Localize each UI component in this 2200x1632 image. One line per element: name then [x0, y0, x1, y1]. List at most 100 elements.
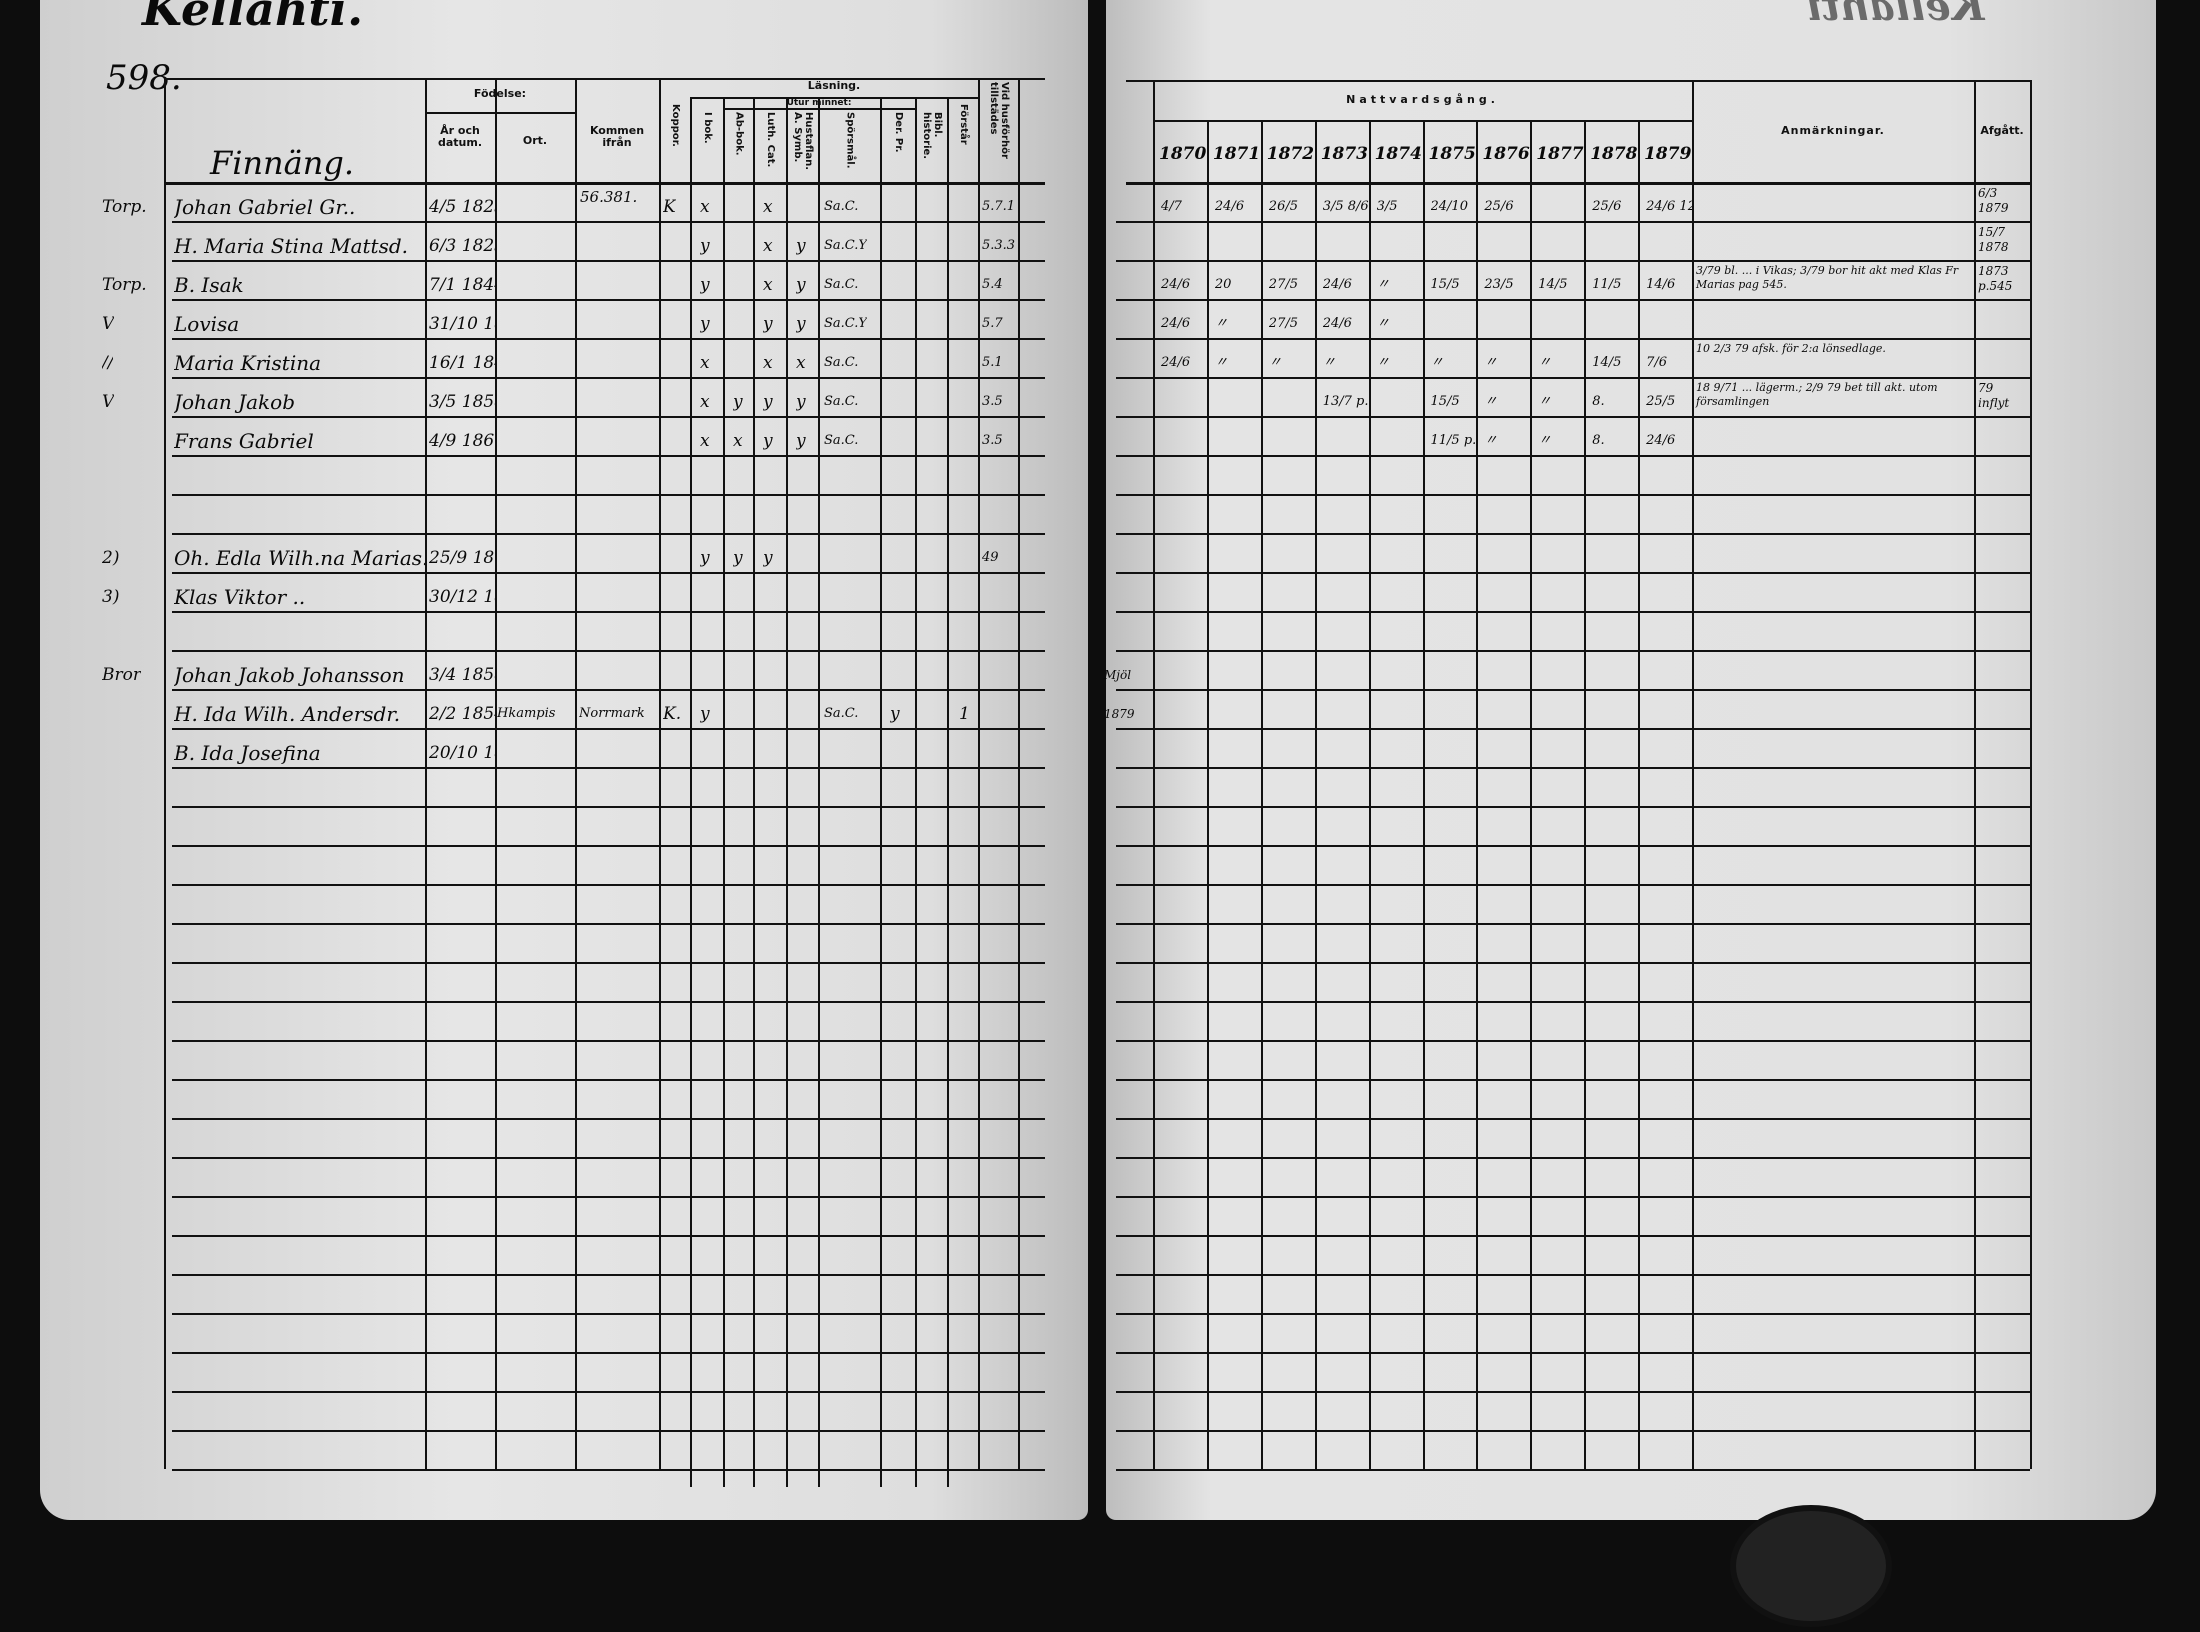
cell-forst: 1 — [959, 704, 970, 724]
communion-mark: 〃 — [1538, 433, 1552, 448]
communion-mark: 3/5 — [1376, 199, 1398, 214]
cell-name: Oh. Edla Wilh.na Marias. — [174, 547, 425, 569]
cell-prefix: 3) — [102, 587, 120, 607]
communion-mark: 24/6 — [1322, 316, 1352, 331]
communion-mark: 20 — [1214, 277, 1232, 292]
cell-date: 7/1 1844 — [429, 275, 495, 295]
cell-koppor: K — [663, 197, 676, 217]
header-year: 1877 — [1536, 144, 1584, 164]
row-line — [1116, 1391, 2030, 1393]
cell-date: 30/12 1878. — [429, 587, 495, 607]
left-page: Kellahti. 598. Finnäng. 56.381. Födelse:… — [40, 0, 1088, 1520]
communion-mark: 7/6 — [1646, 355, 1668, 370]
cell-luth: y — [763, 431, 773, 451]
header-year: 1872 — [1266, 144, 1315, 164]
table-top-border — [164, 78, 1045, 80]
cell-prefix: V — [102, 392, 115, 412]
row-line — [172, 416, 1045, 418]
row-line — [172, 455, 1045, 457]
header-bottom-border — [164, 182, 1045, 185]
row-line — [1116, 533, 2030, 535]
column-divider — [1692, 80, 1694, 1469]
remark: 18 9/71 ... lägerm.; 2/9 79 bet till akt… — [1696, 381, 1938, 408]
row-line — [1116, 689, 2030, 691]
cell-vid: 5.3.3 — [982, 238, 1016, 253]
communion-mark: 11/5 p.n. — [1430, 433, 1477, 448]
header-i-bok: I bok. — [702, 112, 713, 144]
header-year: 1874 — [1374, 144, 1422, 164]
cell-abbok: x — [733, 431, 743, 451]
communion-mark: 24/6 — [1214, 199, 1245, 214]
communion-mark: 24/6 — [1646, 433, 1676, 448]
header-divider — [723, 108, 915, 110]
margin-note: Mjöl — [1104, 668, 1132, 682]
header-ab-bok: Ab-bok. — [733, 112, 745, 156]
cell-vid: 5.4 — [982, 277, 1003, 292]
header-bottom-border — [1126, 182, 2030, 185]
header-forstar: Förstår — [958, 104, 969, 145]
header-year: 1870 — [1159, 144, 1207, 164]
row-line — [172, 962, 1045, 964]
row-line — [1116, 962, 2030, 964]
cell-spors: Sa.C. — [824, 355, 859, 370]
cell-ibok: x — [700, 431, 710, 451]
afgatt-entry: 15/7 1878 — [1978, 225, 2009, 254]
row-line — [1116, 338, 2030, 340]
cell-ibok: x — [700, 353, 710, 373]
header-vid: Vid husförhör tillstädes — [988, 82, 1010, 159]
row-line — [172, 650, 1045, 652]
column-divider — [880, 98, 882, 1487]
row-line — [1116, 728, 2030, 730]
cell-ibok: y — [700, 314, 710, 334]
row-line — [172, 494, 1045, 496]
cell-name: Johan Jakob Johansson — [174, 664, 405, 686]
row-line — [1116, 416, 2030, 418]
communion-mark: 24/6 — [1161, 355, 1191, 370]
margin-note: 1879 — [1104, 707, 1135, 721]
row-line — [1116, 884, 2030, 886]
communion-mark: 〃 — [1214, 316, 1228, 331]
row-line — [172, 533, 1045, 535]
row-line — [172, 884, 1045, 886]
row-line — [1116, 1196, 2030, 1198]
communion-mark: 27/5 — [1268, 316, 1298, 331]
communion-mark: 14/6 — [1646, 277, 1676, 292]
cell-name: Frans Gabriel — [174, 430, 314, 452]
row-line — [172, 767, 1045, 769]
communion-mark: 25/5 — [1646, 394, 1676, 409]
row-line — [1116, 572, 2030, 574]
table-top-border — [1126, 80, 2030, 82]
cell-spors: Sa.C. — [824, 433, 859, 448]
header-hustaflan: Hustaflan. A. Symb. — [792, 112, 814, 171]
row-line — [1116, 1040, 2030, 1042]
cell-luth: y — [763, 392, 773, 412]
header-divider — [690, 97, 978, 99]
afgatt-entry: 6/3 1879 — [1978, 186, 2009, 215]
cell-koppor: K. — [663, 704, 682, 724]
column-divider — [164, 80, 166, 1469]
cell-date: 25/9 1871 — [429, 548, 495, 568]
communion-mark: 〃 — [1322, 355, 1336, 370]
header-afgatt: Afgått. — [1980, 124, 2024, 137]
column-divider — [753, 98, 755, 1487]
cell-ibok: y — [700, 275, 710, 295]
cell-date: 16/1 1848 — [429, 353, 495, 373]
communion-mark: 24/6 — [1161, 277, 1191, 292]
row-line — [172, 221, 1045, 223]
row-line — [172, 1196, 1045, 1198]
communion-mark: 〃 — [1214, 355, 1228, 370]
cell-name: B. Isak — [174, 274, 244, 296]
row-line — [172, 1274, 1045, 1276]
row-line — [1116, 1274, 2030, 1276]
row-line — [1116, 221, 2030, 223]
cell-prefix: Torp. — [102, 275, 147, 295]
afgatt-entry: 79 inflyt — [1978, 381, 2010, 410]
row-line — [172, 1235, 1045, 1237]
row-line — [1116, 1157, 2030, 1159]
cell-date: 4/5 1823 — [429, 197, 495, 217]
communion-mark: 〃 — [1484, 355, 1498, 370]
row-line — [172, 728, 1045, 730]
row-line — [172, 1430, 1045, 1432]
communion-mark: 14/5 — [1592, 355, 1622, 370]
cell-spors: Sa.C.Y — [824, 316, 867, 331]
